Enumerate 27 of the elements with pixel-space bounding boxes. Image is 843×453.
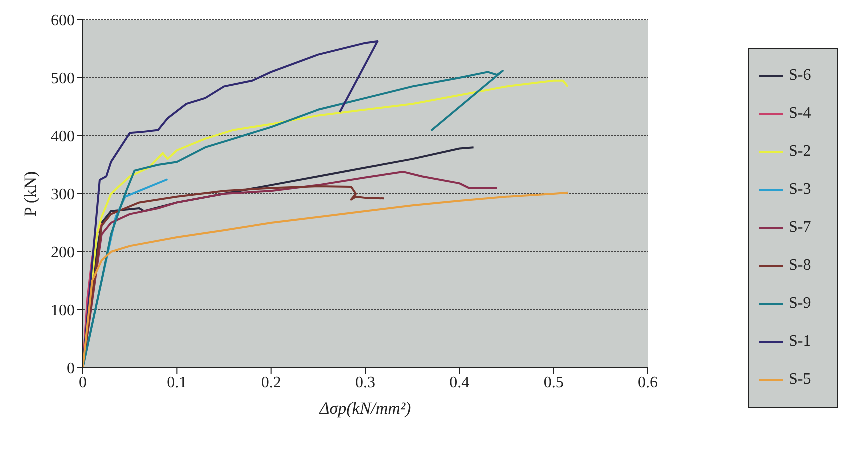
legend-label: S-2 <box>789 143 812 161</box>
x-tick-label: 0.1 <box>167 374 188 392</box>
y-tick-label: 200 <box>51 244 75 262</box>
legend-label: S-6 <box>789 67 812 85</box>
line-series <box>83 70 504 368</box>
legend-label: S-4 <box>789 105 812 123</box>
y-axis-title: P (kN) <box>21 171 40 217</box>
y-tick-label: 600 <box>51 12 75 30</box>
legend-label: S-3 <box>789 181 812 199</box>
y-tick-label: 0 <box>67 360 75 378</box>
x-tick-label: 0.5 <box>544 374 564 392</box>
y-tick-label: 100 <box>51 302 75 320</box>
y-tick-label: 400 <box>51 128 75 146</box>
x-tick-label: 0.6 <box>638 374 658 392</box>
line-series <box>83 192 569 368</box>
x-tick-label: 0.3 <box>356 374 376 392</box>
legend-label: S-7 <box>789 219 812 237</box>
legend-label: S-8 <box>789 257 812 275</box>
x-tick-label: 0.4 <box>450 374 470 392</box>
x-tick-label: 0 <box>79 374 87 392</box>
y-tick-label: 500 <box>51 70 75 88</box>
y-tick-label: 300 <box>51 186 75 204</box>
legend-label: S-5 <box>789 371 812 389</box>
legend-label: S-9 <box>789 295 812 313</box>
legend-label: S-1 <box>789 333 812 351</box>
x-axis-title: Δσp(kN/mm²) <box>318 399 412 418</box>
x-tick-label: 0.2 <box>261 374 282 392</box>
